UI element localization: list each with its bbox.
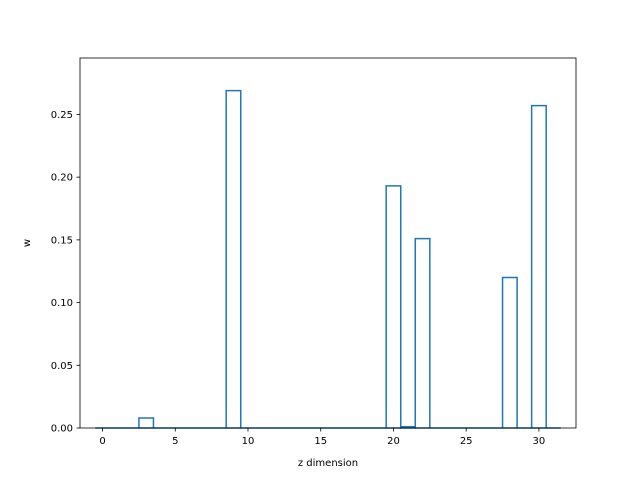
x-tick-label: 5 — [172, 436, 178, 447]
x-tick-label: 15 — [314, 436, 327, 447]
bar — [385, 185, 402, 429]
plot-area — [95, 89, 561, 429]
x-tick-label: 10 — [242, 436, 255, 447]
y-tick-label: 0.00 — [51, 424, 73, 435]
y-tick-label: 0.25 — [51, 110, 73, 121]
bar — [414, 237, 431, 429]
x-tick-label: 25 — [460, 436, 473, 447]
bar — [530, 104, 547, 429]
y-tick-label: 0.10 — [51, 298, 73, 309]
y-axis-title: w — [22, 239, 33, 247]
y-tick-label: 0.05 — [51, 361, 73, 372]
x-tick-label: 20 — [387, 436, 400, 447]
axes-frame — [79, 57, 577, 429]
x-axis-ticks: 0 5 10 15 20 25 30 — [99, 428, 545, 447]
y-tick-label: 0.20 — [51, 173, 73, 184]
bar — [225, 89, 242, 429]
x-axis-title: z dimension — [298, 458, 358, 469]
x-tick-label: 0 — [99, 436, 105, 447]
bar — [138, 417, 155, 429]
y-tick-label: 0.15 — [51, 235, 73, 246]
bar — [501, 276, 518, 429]
y-axis-ticks: 0.00 0.05 0.10 0.15 0.20 0.25 — [51, 110, 80, 435]
x-tick-label: 30 — [533, 436, 546, 447]
